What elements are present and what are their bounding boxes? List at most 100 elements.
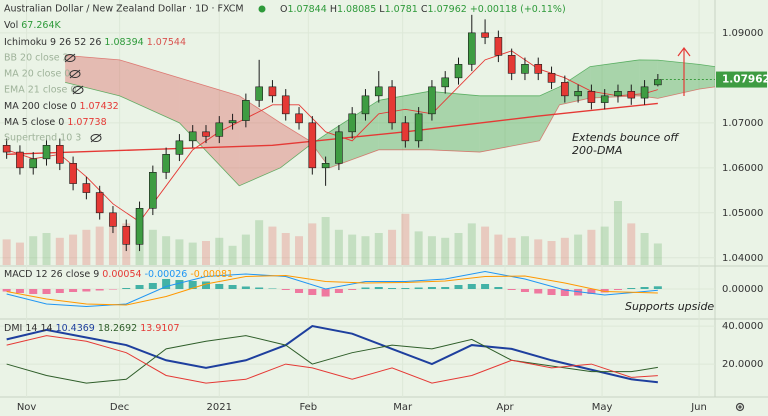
arrow — [677, 47, 691, 96]
candle-body — [467, 32, 476, 65]
cloud-segment — [429, 91, 480, 153]
candle-body — [654, 79, 662, 86]
macd-legend: MACD 12 26 close 9 0.00054 -0.00026 -0.0… — [4, 269, 233, 280]
hidden-legend: BB 20 close 2 — [4, 53, 69, 64]
candle-body — [2, 145, 11, 153]
volume-bar — [162, 236, 171, 265]
volume-bar — [29, 236, 38, 265]
macd-histogram-bar — [241, 286, 250, 289]
volume-bar — [42, 233, 51, 265]
candle-body — [122, 226, 131, 245]
y-tick-label: 40.0000 — [722, 321, 763, 332]
value: 1.07962 — [428, 4, 467, 15]
label: Ichimoku 9 26 52 26 — [4, 37, 101, 48]
value: 1.07844 — [287, 4, 326, 15]
macd-histogram-bar — [2, 289, 11, 292]
volume-bar — [467, 223, 476, 265]
labels: Australian Dollar / New Zealand Dollar ·… — [4, 4, 768, 414]
volume-legend: Vol 67.264K — [4, 20, 61, 31]
macd-histogram-bar — [361, 287, 370, 289]
y-tick-label: 1.05000 — [722, 208, 763, 219]
macd-histogram-bar — [162, 279, 171, 289]
change: +0.00118 (+0.11%) — [470, 4, 566, 15]
label: DMI 14 14 — [4, 323, 53, 334]
plot — [2, 14, 716, 384]
settings-icon[interactable] — [735, 402, 745, 412]
volume-bar — [215, 237, 224, 265]
volume-bar — [55, 237, 64, 265]
macd-histogram-bar — [627, 288, 636, 289]
macd-histogram-bar — [348, 289, 357, 290]
macd-histogram-bar — [427, 287, 436, 289]
x-tick-label: May — [592, 402, 613, 413]
label: MACD 12 26 close 9 — [4, 269, 99, 280]
macd-histogram-bar — [201, 281, 210, 289]
x-tick-label: Feb — [299, 402, 317, 413]
macd-histogram-bar — [454, 285, 463, 289]
macd-histogram-bar — [122, 288, 131, 289]
volume-bar — [414, 231, 423, 265]
macd-histogram-bar — [520, 289, 529, 292]
volume-bar — [627, 223, 636, 265]
volume-bar — [361, 236, 370, 265]
candle-body — [401, 122, 410, 142]
label: MA 200 close 0 — [4, 101, 76, 112]
x-tick-label: Nov — [17, 402, 37, 413]
macd-histogram-bar — [613, 289, 622, 290]
candle-body — [587, 91, 596, 103]
volume-bar — [494, 234, 503, 265]
candle-body — [149, 172, 157, 209]
volume-bar — [507, 237, 516, 265]
label: C — [421, 4, 428, 15]
y-tick-label: 1.09000 — [722, 28, 763, 39]
macd-histogram-bar — [108, 289, 117, 290]
volume-bar — [2, 239, 11, 265]
volume-bar — [587, 229, 596, 265]
ma5-legend: MA 5 close 0 1.07738 — [4, 117, 107, 128]
cloud-segment — [119, 59, 180, 123]
price-tag — [716, 71, 767, 88]
candle-body — [348, 113, 356, 133]
x-tick-label: 2021 — [207, 402, 232, 413]
candle-body — [534, 64, 543, 74]
volume-bar — [560, 237, 569, 265]
grid — [0, 0, 715, 397]
volume-bar — [308, 223, 317, 265]
macd-histogram-bar — [321, 289, 330, 297]
candle-body — [228, 120, 237, 124]
x-tick-label: Mar — [393, 402, 413, 413]
volume-bar — [82, 229, 91, 265]
macd-histogram-bar — [175, 280, 184, 289]
y-tick-label: 20.0000 — [722, 359, 763, 370]
value: 67.264K — [21, 20, 61, 31]
candle-body — [95, 192, 104, 214]
macd-histogram-bar — [600, 289, 609, 293]
cloud-segment — [309, 131, 330, 168]
x-tick-label: Jun — [690, 402, 707, 413]
macd-histogram-bar — [55, 289, 64, 293]
candle-body — [188, 131, 197, 142]
volume-bar — [534, 239, 543, 265]
y-tick-label: 1.04000 — [722, 253, 763, 264]
volume-bar — [281, 233, 290, 265]
volume-bar — [228, 245, 237, 265]
candle-body — [308, 122, 317, 169]
candle-body — [16, 151, 24, 169]
ohlc-legend: O1.07844 H1.08085 L1.0781 C1.07962 +0.00… — [280, 4, 566, 15]
volume-bar — [148, 229, 157, 265]
volume-bar — [295, 236, 304, 265]
volume-bar — [374, 233, 383, 265]
candle-body — [56, 145, 64, 164]
volume-bar — [481, 226, 490, 265]
y-tick-label: 1.07000 — [722, 118, 763, 129]
macd-histogram-bar — [295, 289, 304, 293]
value: 1.07544 — [147, 37, 186, 48]
candle-body — [281, 95, 290, 115]
volume-bar — [640, 233, 649, 265]
macd-histogram-bar — [414, 287, 423, 289]
label: H — [330, 4, 337, 15]
value: -0.00026 — [145, 269, 188, 280]
candle-body — [215, 122, 224, 137]
macd-histogram-bar — [215, 284, 224, 289]
